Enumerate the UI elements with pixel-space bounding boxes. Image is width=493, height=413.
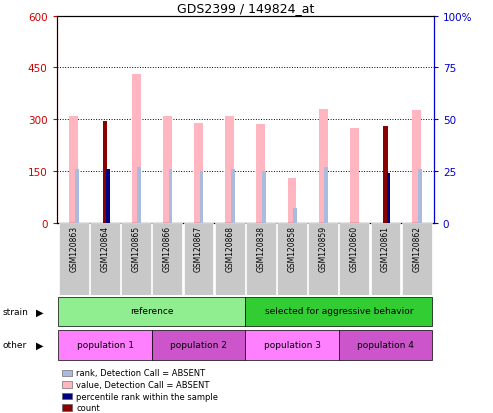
Bar — [103, 121, 107, 223]
Text: GSM120861: GSM120861 — [381, 225, 390, 271]
Bar — [402, 223, 432, 295]
Bar — [132, 75, 141, 223]
Bar — [245, 297, 432, 327]
Bar — [121, 223, 151, 295]
Text: population 3: population 3 — [264, 340, 320, 349]
Text: GSM120838: GSM120838 — [256, 225, 265, 271]
Bar — [58, 297, 245, 327]
Bar — [138, 167, 141, 223]
Text: GSM120867: GSM120867 — [194, 225, 203, 271]
Bar — [324, 167, 328, 223]
Bar — [308, 223, 338, 295]
Text: ▶: ▶ — [35, 307, 43, 317]
Text: GSM120866: GSM120866 — [163, 225, 172, 271]
Bar — [293, 209, 297, 223]
Text: GSM120860: GSM120860 — [350, 225, 359, 271]
Text: percentile rank within the sample: percentile rank within the sample — [76, 392, 218, 401]
Bar — [339, 223, 369, 295]
Text: GSM120864: GSM120864 — [101, 225, 109, 271]
Bar — [225, 116, 234, 223]
Bar — [194, 123, 203, 223]
Bar — [90, 223, 120, 295]
Bar — [75, 169, 79, 223]
Bar — [245, 330, 339, 360]
Text: value, Detection Call = ABSENT: value, Detection Call = ABSENT — [76, 380, 210, 389]
Bar — [371, 223, 400, 295]
Text: GSM120863: GSM120863 — [70, 225, 78, 271]
Bar — [412, 111, 421, 223]
Bar — [287, 178, 296, 223]
Bar — [246, 223, 276, 295]
Bar — [200, 171, 204, 223]
Text: population 2: population 2 — [170, 340, 227, 349]
Bar — [262, 171, 266, 223]
Bar — [383, 127, 388, 223]
Bar — [350, 128, 359, 223]
Title: GDS2399 / 149824_at: GDS2399 / 149824_at — [176, 2, 314, 15]
Bar — [70, 116, 78, 223]
Text: population 4: population 4 — [357, 340, 414, 349]
Text: GSM120862: GSM120862 — [412, 225, 421, 271]
Bar — [152, 330, 245, 360]
Bar — [418, 169, 422, 223]
Bar — [231, 169, 235, 223]
Text: other: other — [2, 340, 27, 349]
Text: GSM120868: GSM120868 — [225, 225, 234, 271]
Text: reference: reference — [130, 307, 174, 316]
Bar — [59, 223, 89, 295]
Bar — [183, 223, 213, 295]
Bar — [256, 125, 265, 223]
Text: GSM120865: GSM120865 — [132, 225, 141, 271]
Text: strain: strain — [2, 307, 28, 316]
Text: count: count — [76, 403, 100, 412]
Text: rank, Detection Call = ABSENT: rank, Detection Call = ABSENT — [76, 368, 206, 377]
Bar — [152, 223, 182, 295]
Bar — [169, 169, 172, 223]
Bar — [163, 116, 172, 223]
Bar — [387, 173, 390, 223]
Text: ▶: ▶ — [35, 340, 43, 350]
Text: selected for aggressive behavior: selected for aggressive behavior — [265, 307, 413, 316]
Text: population 1: population 1 — [76, 340, 134, 349]
Bar — [215, 223, 245, 295]
Bar — [339, 330, 432, 360]
Text: GSM120858: GSM120858 — [287, 225, 296, 271]
Bar — [319, 109, 327, 223]
Bar — [106, 169, 110, 223]
Text: GSM120859: GSM120859 — [318, 225, 328, 271]
Bar — [277, 223, 307, 295]
Bar — [58, 330, 152, 360]
